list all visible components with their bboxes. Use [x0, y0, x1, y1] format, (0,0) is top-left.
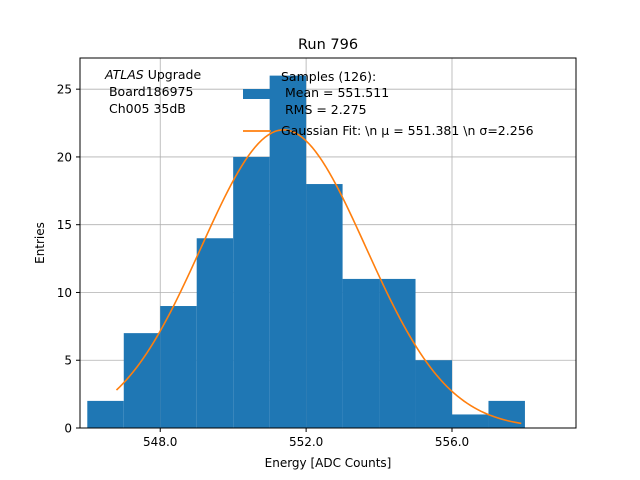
- histogram-bar: [233, 156, 270, 428]
- y-tick-label: 20: [57, 150, 72, 164]
- legend-samples-line-1: Samples (126):: [281, 69, 376, 84]
- histogram-bar: [488, 400, 525, 428]
- gaussian-fit: [115, 129, 522, 425]
- histogram-bar: [196, 238, 234, 428]
- y-tick-label: 0: [64, 422, 72, 436]
- y-tick-label: 5: [64, 354, 72, 368]
- histogram-bar: [306, 184, 343, 428]
- gaussian-fit-line: [115, 129, 522, 425]
- legend: Samples (126): Mean = 551.511 RMS = 2.27…: [243, 69, 534, 138]
- annotation-atlas: ATLAS: [104, 67, 144, 82]
- x-axis-label: Energy [ADC Counts]: [265, 456, 392, 470]
- atlas-annotation: ATLAS Upgrade Board186975 Ch005 35dB: [104, 67, 201, 116]
- histogram-bar: [269, 75, 307, 428]
- plot-frame: [79, 57, 577, 429]
- legend-fit-label: Gaussian Fit: \n μ = 551.381 \n σ=2.256: [281, 123, 534, 138]
- x-tick-label: 548.0: [143, 435, 177, 449]
- annotation-upgrade: Upgrade: [144, 67, 202, 82]
- annotation-line-1: ATLAS Upgrade: [104, 67, 201, 82]
- y-tick-label: 25: [57, 83, 72, 97]
- y-axis-ticks: 0 5 10 15 20 25: [57, 83, 80, 436]
- legend-samples-line-2: Mean = 551.511: [281, 85, 389, 100]
- histogram-bar: [342, 278, 380, 428]
- x-axis-ticks: 548.0 552.0 556.0: [143, 428, 469, 449]
- histogram-bar: [452, 414, 489, 428]
- legend-samples-line-3: RMS = 2.275: [281, 102, 367, 117]
- y-tick-label: 10: [57, 286, 72, 300]
- histogram-bars: [87, 75, 525, 428]
- legend-samples-swatch: [243, 89, 270, 99]
- histogram-bar: [160, 306, 197, 428]
- histogram-bar: [379, 278, 416, 428]
- y-axis-label: Entries: [33, 222, 47, 264]
- histogram-bar: [87, 400, 124, 428]
- x-tick-label: 556.0: [435, 435, 469, 449]
- annotation-line-2: Board186975: [105, 84, 193, 99]
- histogram-bar: [123, 333, 161, 428]
- x-tick-label: 552.0: [289, 435, 323, 449]
- annotation-line-3: Ch005 35dB: [105, 101, 186, 116]
- chart-title: Run 796: [298, 37, 358, 53]
- y-tick-label: 15: [57, 218, 72, 232]
